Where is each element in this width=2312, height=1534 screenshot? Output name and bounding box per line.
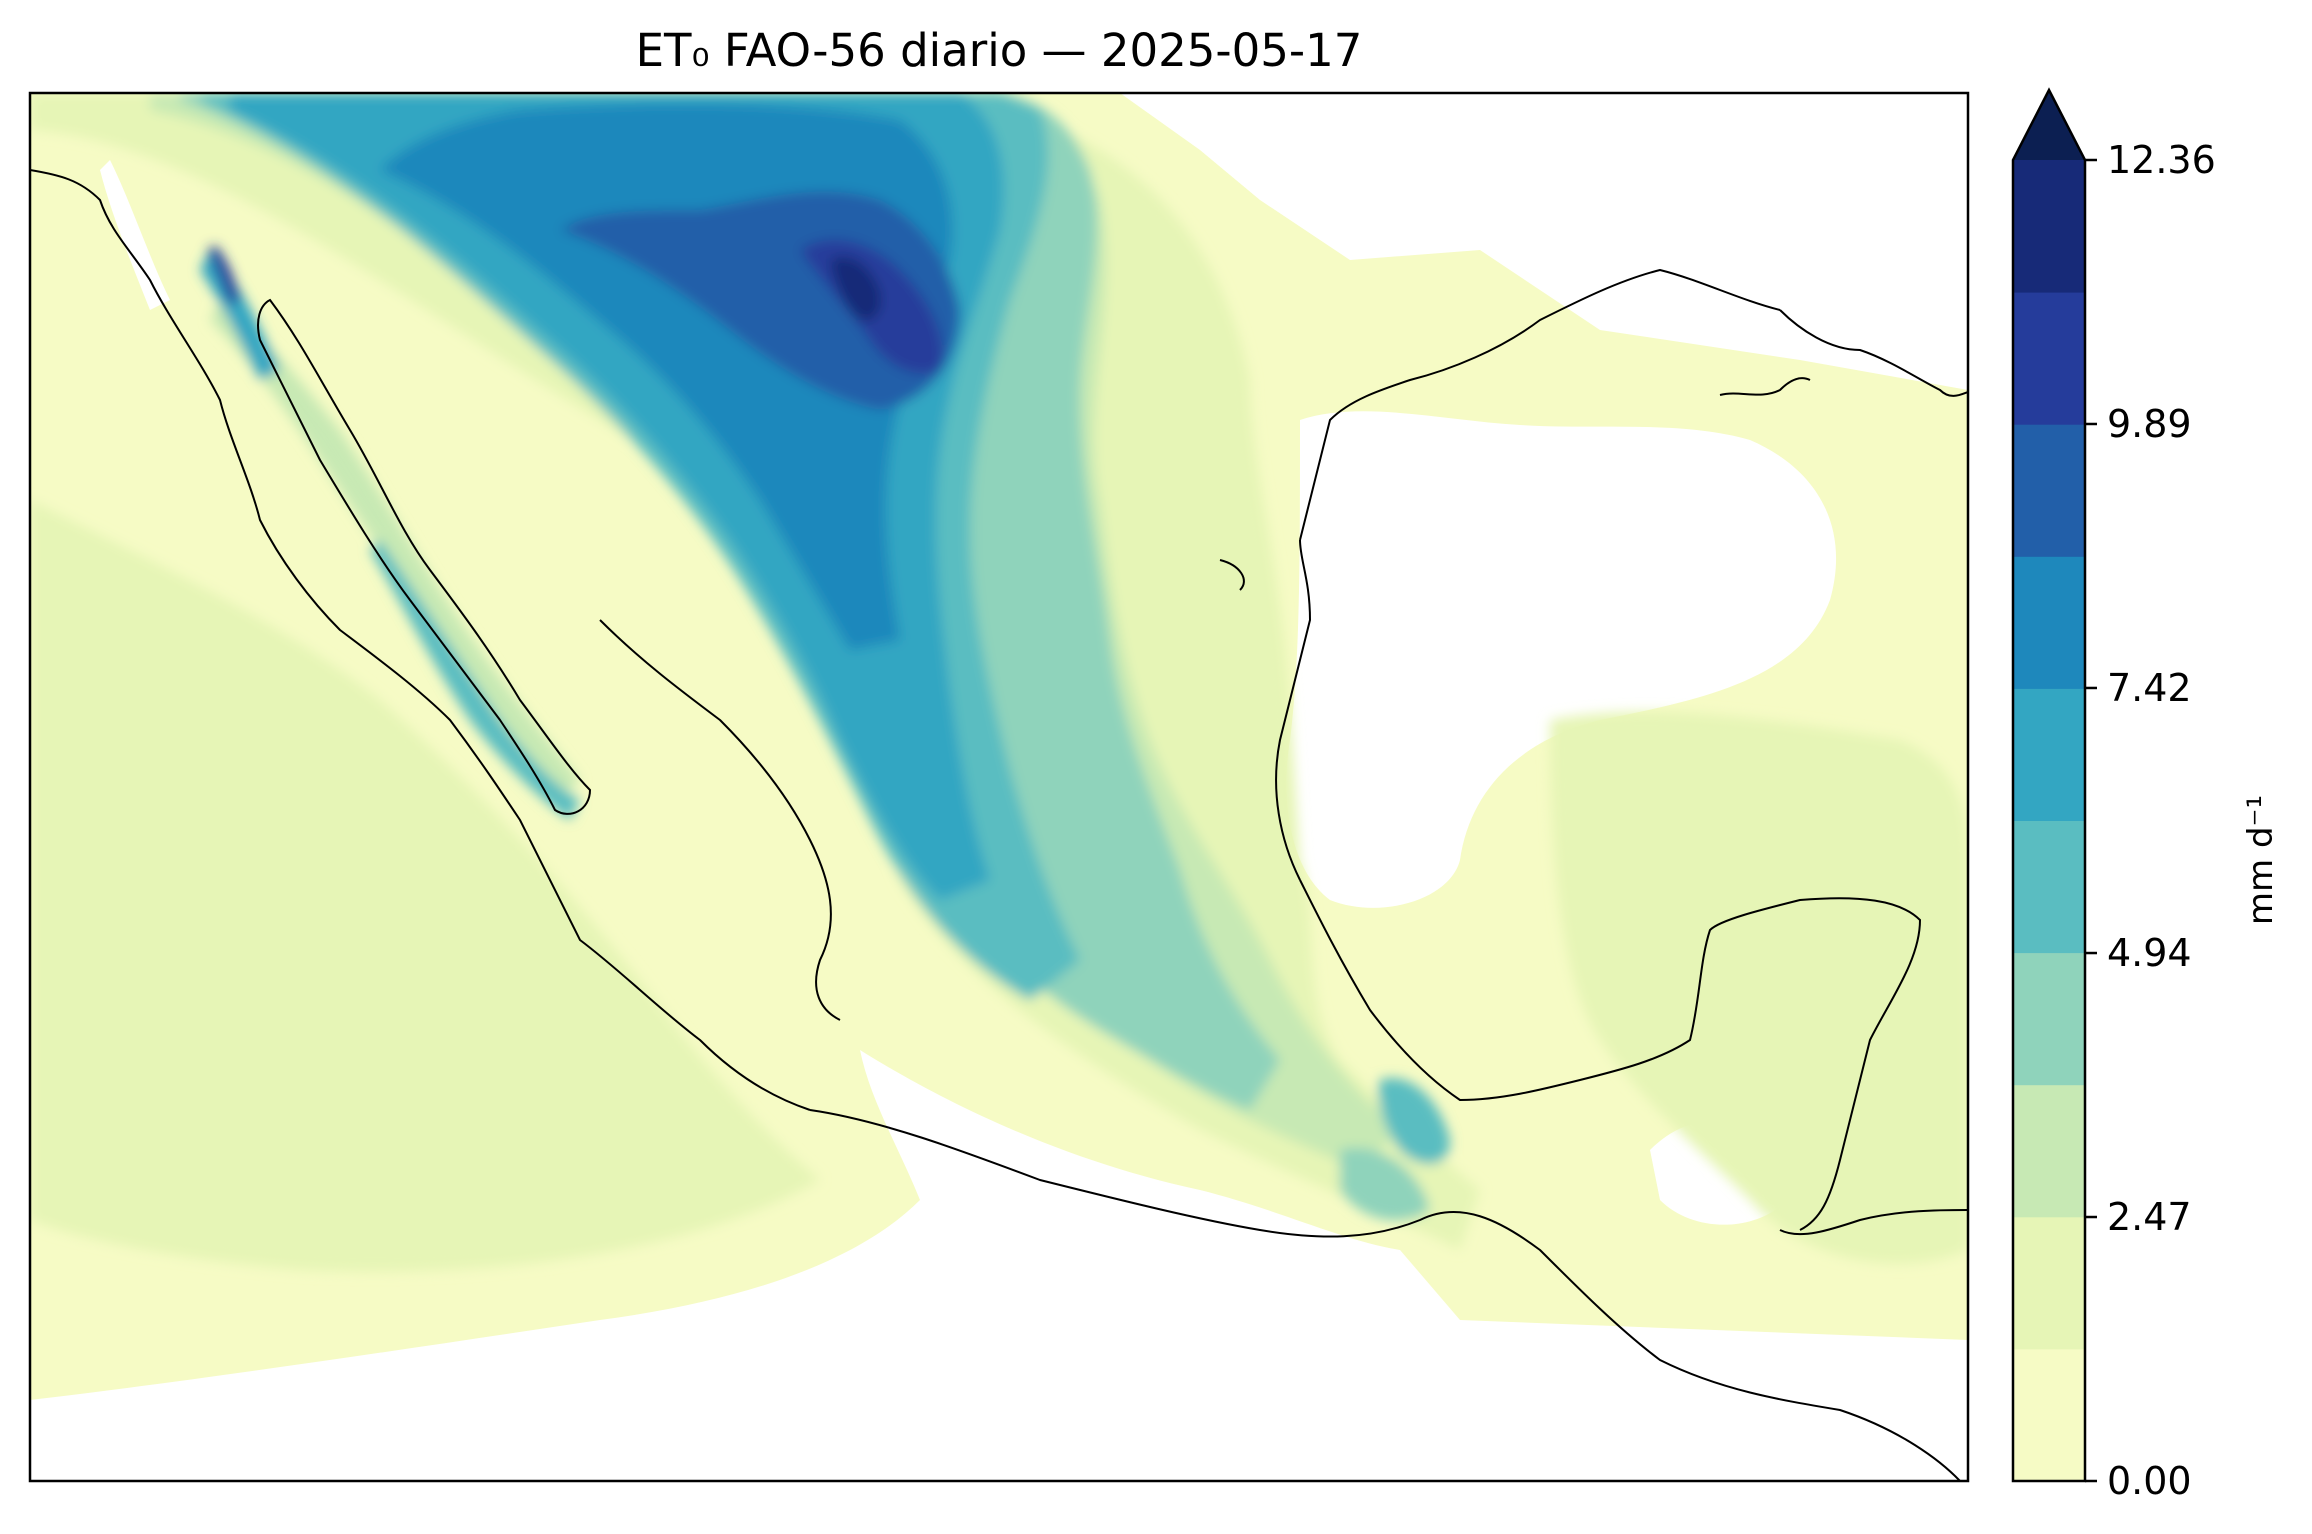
colorbar-tick-label: 0.00 — [2107, 1459, 2192, 1503]
colorbar-band — [2013, 688, 2085, 821]
colorbar-band — [2013, 292, 2085, 425]
map-frame — [28, 91, 1970, 1483]
colorbar-tick-label: 9.89 — [2107, 402, 2192, 446]
colorbar-band — [2013, 556, 2085, 689]
colorbar-label: mm d⁻¹ — [2241, 795, 2281, 925]
colorbar-band — [2013, 1216, 2085, 1350]
colorbar-bands — [2013, 160, 2085, 1482]
low-value-areas — [30, 93, 1968, 1481]
colorbar-outline — [2011, 87, 2087, 1483]
colorbar-band — [2013, 160, 2085, 293]
colorbar-tick-label: 12.36 — [2107, 138, 2216, 182]
map-title: ET₀ FAO-56 diario — 2025-05-17 — [636, 24, 1363, 77]
colorbar-extend-arrow — [2013, 90, 2085, 160]
colorbar-band — [2013, 1084, 2085, 1218]
colorbar: 12.36 9.89 7.42 4.94 2.47 0.00 mm d⁻¹ — [2011, 87, 2281, 1503]
map-area — [30, 93, 1968, 1481]
coastlines — [30, 169, 1968, 1481]
colorbar-tick-label: 2.47 — [2107, 1195, 2192, 1239]
et0-contours — [30, 93, 1968, 1272]
colorbar-band — [2013, 1348, 2085, 1482]
colorbar-tick-label: 7.42 — [2107, 666, 2192, 710]
colorbar-band — [2013, 820, 2085, 954]
colorbar-tick-label: 4.94 — [2107, 931, 2192, 975]
colorbar-band — [2013, 952, 2085, 1086]
colorbar-ticks: 12.36 9.89 7.42 4.94 2.47 0.00 — [2085, 138, 2216, 1503]
colorbar-band — [2013, 424, 2085, 557]
